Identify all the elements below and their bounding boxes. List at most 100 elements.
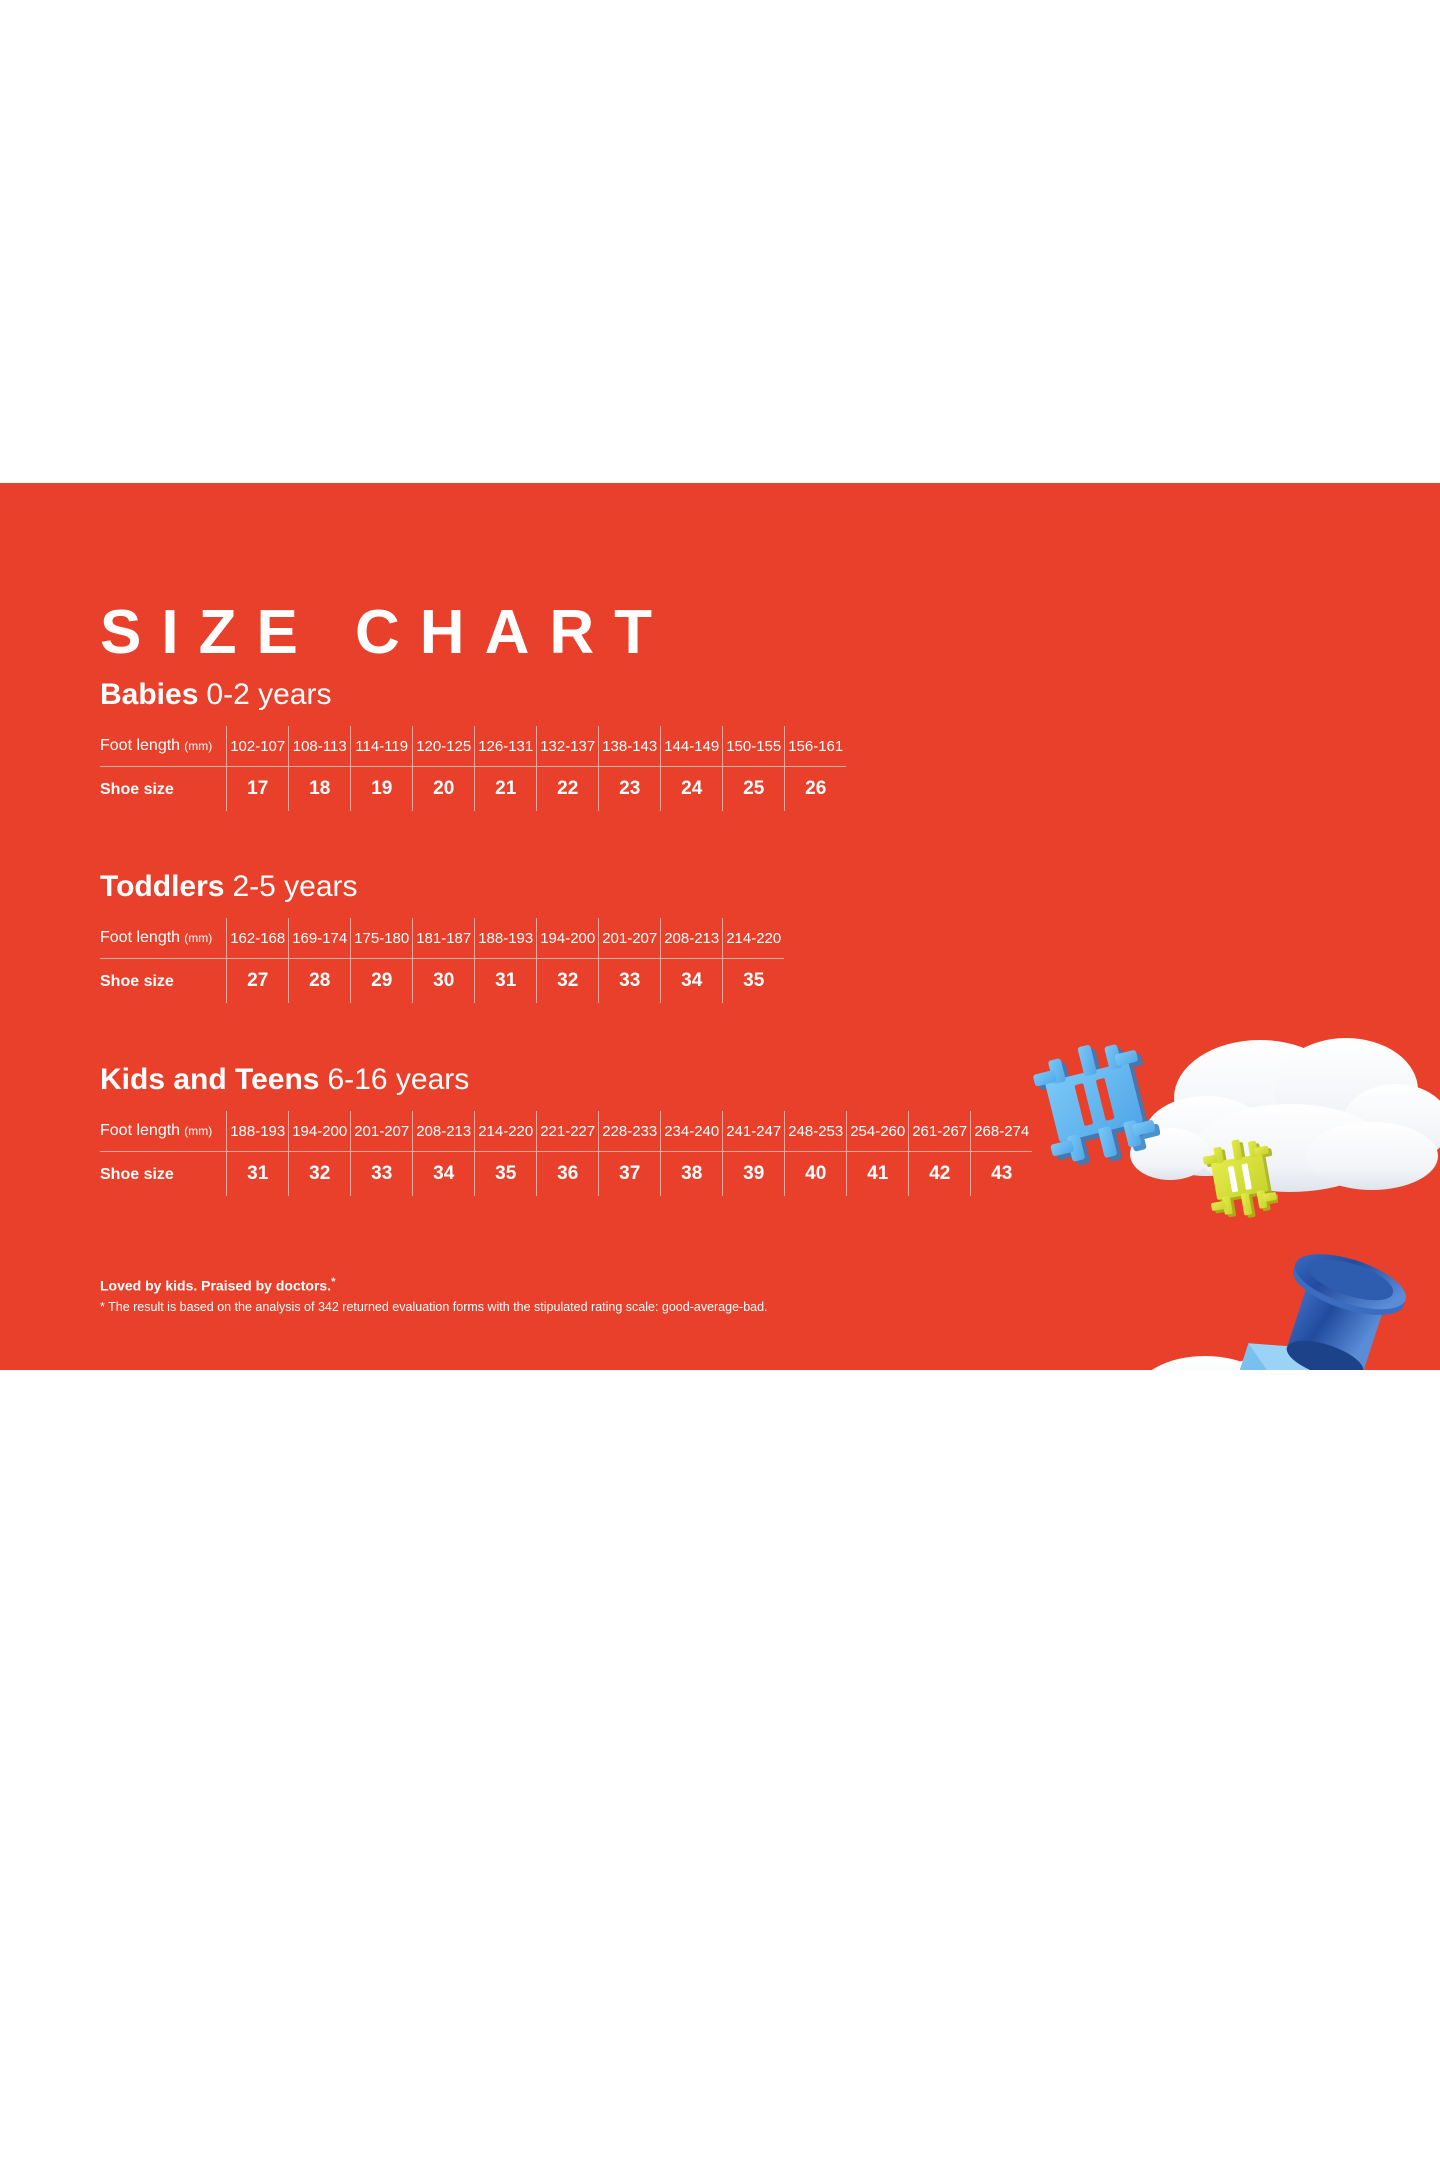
cell-shoe-size: 19 [350,766,413,811]
cell-shoe-size: 25 [722,766,785,811]
cell-foot-length: 201-207 [598,918,661,959]
cell-foot-length: 120-125 [412,726,475,767]
cell-foot-length: 138-143 [598,726,661,767]
cell-shoe-size: 41 [846,1151,909,1196]
cell-shoe-size: 33 [598,958,661,1003]
table-row-foot-length: Foot length (mm) 102-107 108-113 114-119… [100,726,847,767]
section-group-name: Babies [100,678,199,711]
row-label-text: Foot length [100,1122,181,1139]
row-label-text: Shoe size [100,1166,174,1183]
section-group-name: Toddlers [100,870,225,903]
cell-foot-length: 188-193 [226,1111,289,1152]
cell-shoe-size: 18 [288,766,351,811]
row-label-foot-length: Foot length (mm) [100,726,227,767]
footnote-tagline-text: Loved by kids. Praised by doctors. [100,1277,332,1294]
cell-shoe-size: 22 [536,766,599,811]
size-table-babies: Foot length (mm) 102-107 108-113 114-119… [100,726,847,811]
cell-foot-length: 201-207 [350,1111,413,1152]
footnote-disclaimer: * The result is based on the analysis of… [100,1300,768,1315]
cell-foot-length: 254-260 [846,1111,909,1152]
cell-foot-length: 208-213 [412,1111,475,1152]
cell-shoe-size: 32 [288,1151,351,1196]
cell-foot-length: 261-267 [908,1111,971,1152]
cell-foot-length: 150-155 [722,726,785,767]
cell-shoe-size: 28 [288,958,351,1003]
table-row-shoe-size: Shoe size 31 32 33 34 35 36 37 38 39 40 … [100,1151,1033,1196]
cell-foot-length: 228-233 [598,1111,661,1152]
cell-shoe-size: 32 [536,958,599,1003]
row-label-shoe-size: Shoe size [100,1151,227,1196]
row-label-unit: (mm) [184,1124,213,1138]
row-label-text: Foot length [100,929,181,946]
cylinder-cube-icon [1207,1254,1407,1370]
section-age-range: 0-2 years [206,678,332,711]
cell-foot-length: 268-274 [970,1111,1033,1152]
cell-shoe-size: 36 [536,1151,599,1196]
cell-foot-length: 114-119 [350,726,413,767]
cloud-icon [1151,1356,1317,1370]
cell-foot-length: 102-107 [226,726,289,767]
cell-foot-length: 221-227 [536,1111,599,1152]
cell-shoe-size: 42 [908,1151,971,1196]
cell-shoe-size: 39 [722,1151,785,1196]
footnote-marker: * [331,1276,336,1288]
section-heading-babies: Babies 0-2 years [100,680,846,710]
row-label-text: Shoe size [100,973,174,990]
cell-foot-length: 241-247 [722,1111,785,1152]
cell-foot-length: 194-200 [536,918,599,959]
cell-foot-length: 188-193 [474,918,537,959]
pixel-invader-icon [1033,1044,1160,1166]
cell-foot-length: 248-253 [784,1111,847,1152]
cell-foot-length: 126-131 [474,726,537,767]
cell-shoe-size: 35 [474,1151,537,1196]
cell-foot-length: 132-137 [536,726,599,767]
section-kids-and-teens: Kids and Teens 6-16 years Foot length (mm… [100,1065,1033,1196]
row-label-unit: (mm) [184,931,213,945]
table-row-foot-length: Foot length (mm) 188-193 194-200 201-207… [100,1111,1033,1152]
cell-foot-length: 175-180 [350,918,413,959]
cell-shoe-size: 43 [970,1151,1033,1196]
table-row-shoe-size: Shoe size 27 28 29 30 31 32 33 34 35 [100,958,785,1003]
cell-shoe-size: 33 [350,1151,413,1196]
cell-shoe-size: 20 [412,766,475,811]
section-heading-kids-and-teens: Kids and Teens 6-16 years [100,1065,1032,1095]
cell-foot-length: 194-200 [288,1111,351,1152]
cell-shoe-size: 21 [474,766,537,811]
cell-foot-length: 208-213 [660,918,723,959]
cloud-icon [1130,1038,1440,1192]
cell-shoe-size: 35 [722,958,785,1003]
section-age-range: 6-16 years [327,1063,470,1096]
cell-foot-length: 144-149 [660,726,723,767]
cell-shoe-size: 34 [660,958,723,1003]
cell-shoe-size: 27 [226,958,289,1003]
row-label-unit: (mm) [184,739,213,753]
cell-shoe-size: 30 [412,958,475,1003]
cell-shoe-size: 34 [412,1151,475,1196]
cell-shoe-size: 37 [598,1151,661,1196]
footnote-tagline: Loved by kids. Praised by doctors.* [100,1275,768,1295]
table-row-shoe-size: Shoe size 17 18 19 20 21 22 23 24 25 26 [100,766,847,811]
row-label-text: Shoe size [100,781,174,798]
cell-foot-length: 156-161 [784,726,847,767]
row-label-foot-length: Foot length (mm) [100,918,227,959]
section-group-name: Kids and Teens [100,1063,320,1096]
cell-shoe-size: 40 [784,1151,847,1196]
cell-shoe-size: 29 [350,958,413,1003]
cell-foot-length: 181-187 [412,918,475,959]
cell-foot-length: 169-174 [288,918,351,959]
section-toddlers: Toddlers 2-5 years Foot length (mm) 162-1… [100,872,785,1003]
row-label-shoe-size: Shoe size [100,958,227,1003]
cell-foot-length: 234-240 [660,1111,723,1152]
section-heading-toddlers: Toddlers 2-5 years [100,872,784,902]
section-age-range: 2-5 years [232,870,358,903]
size-table-kids-and-teens: Foot length (mm) 188-193 194-200 201-207… [100,1111,1033,1196]
row-label-foot-length: Foot length (mm) [100,1111,227,1152]
table-row-foot-length: Foot length (mm) 162-168 169-174 175-180… [100,918,785,959]
cell-foot-length: 214-220 [722,918,785,959]
cell-shoe-size: 31 [226,1151,289,1196]
pixel-invader-icon [1202,1139,1278,1218]
section-babies: Babies 0-2 years Foot length (mm) 102-107… [100,680,847,811]
cell-shoe-size: 23 [598,766,661,811]
cell-shoe-size: 31 [474,958,537,1003]
size-table-toddlers: Foot length (mm) 162-168 169-174 175-180… [100,918,785,1003]
